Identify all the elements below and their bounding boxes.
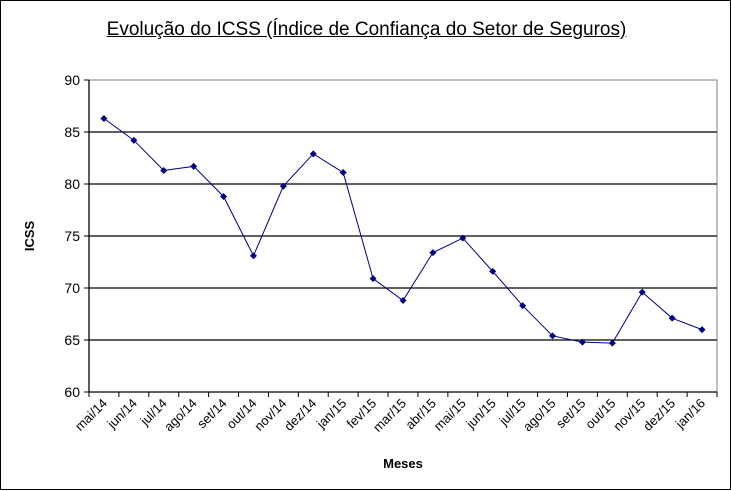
data-point — [160, 166, 168, 174]
y-tick-label: 75 — [64, 228, 80, 244]
y-tick-label: 80 — [64, 176, 80, 192]
data-point — [638, 288, 646, 296]
y-tick-label: 85 — [64, 124, 80, 140]
data-point — [369, 275, 377, 283]
data-point — [489, 267, 497, 275]
y-tick-label: 70 — [64, 280, 80, 296]
x-tick-label: mai/15 — [431, 396, 469, 434]
data-point — [130, 136, 138, 144]
data-point — [429, 249, 437, 257]
data-point — [698, 326, 706, 334]
data-point — [608, 339, 616, 347]
x-tick-label: jun/14 — [104, 396, 140, 432]
chart-title: Evolução do ICSS (Índice de Confiança do… — [106, 19, 627, 40]
data-point — [519, 302, 527, 310]
x-tick-label: set/14 — [194, 396, 230, 432]
x-tick-label: dez/15 — [640, 396, 678, 434]
data-point — [279, 182, 287, 190]
y-tick-label: 65 — [64, 332, 80, 348]
x-tick-label: jun/15 — [462, 396, 498, 432]
x-tick-label: dez/14 — [281, 396, 319, 434]
x-tick-label: ago/14 — [161, 396, 200, 435]
data-point — [549, 332, 557, 340]
data-point — [668, 314, 676, 322]
x-tick-label: nov/15 — [610, 396, 648, 434]
x-tick-label: ago/15 — [520, 396, 559, 435]
x-tick-label: jan/15 — [313, 396, 349, 432]
x-axis-label: Meses — [383, 456, 423, 471]
x-tick-label: mar/15 — [370, 396, 409, 435]
data-point — [190, 162, 198, 170]
data-point — [249, 252, 257, 260]
data-point — [220, 192, 228, 200]
data-point — [399, 296, 407, 304]
data-point — [100, 114, 108, 122]
x-tick-label: mai/14 — [72, 396, 110, 434]
x-tick-label: jan/16 — [672, 396, 708, 432]
data-point — [578, 338, 586, 346]
data-point — [459, 234, 467, 242]
y-tick-label: 90 — [64, 72, 80, 88]
x-tick-label: nov/14 — [251, 396, 289, 434]
y-tick-label: 60 — [64, 384, 80, 400]
data-point — [339, 169, 347, 177]
y-axis-label: ICSS — [22, 221, 37, 252]
data-point — [309, 150, 317, 158]
x-tick-label: set/15 — [553, 396, 589, 432]
